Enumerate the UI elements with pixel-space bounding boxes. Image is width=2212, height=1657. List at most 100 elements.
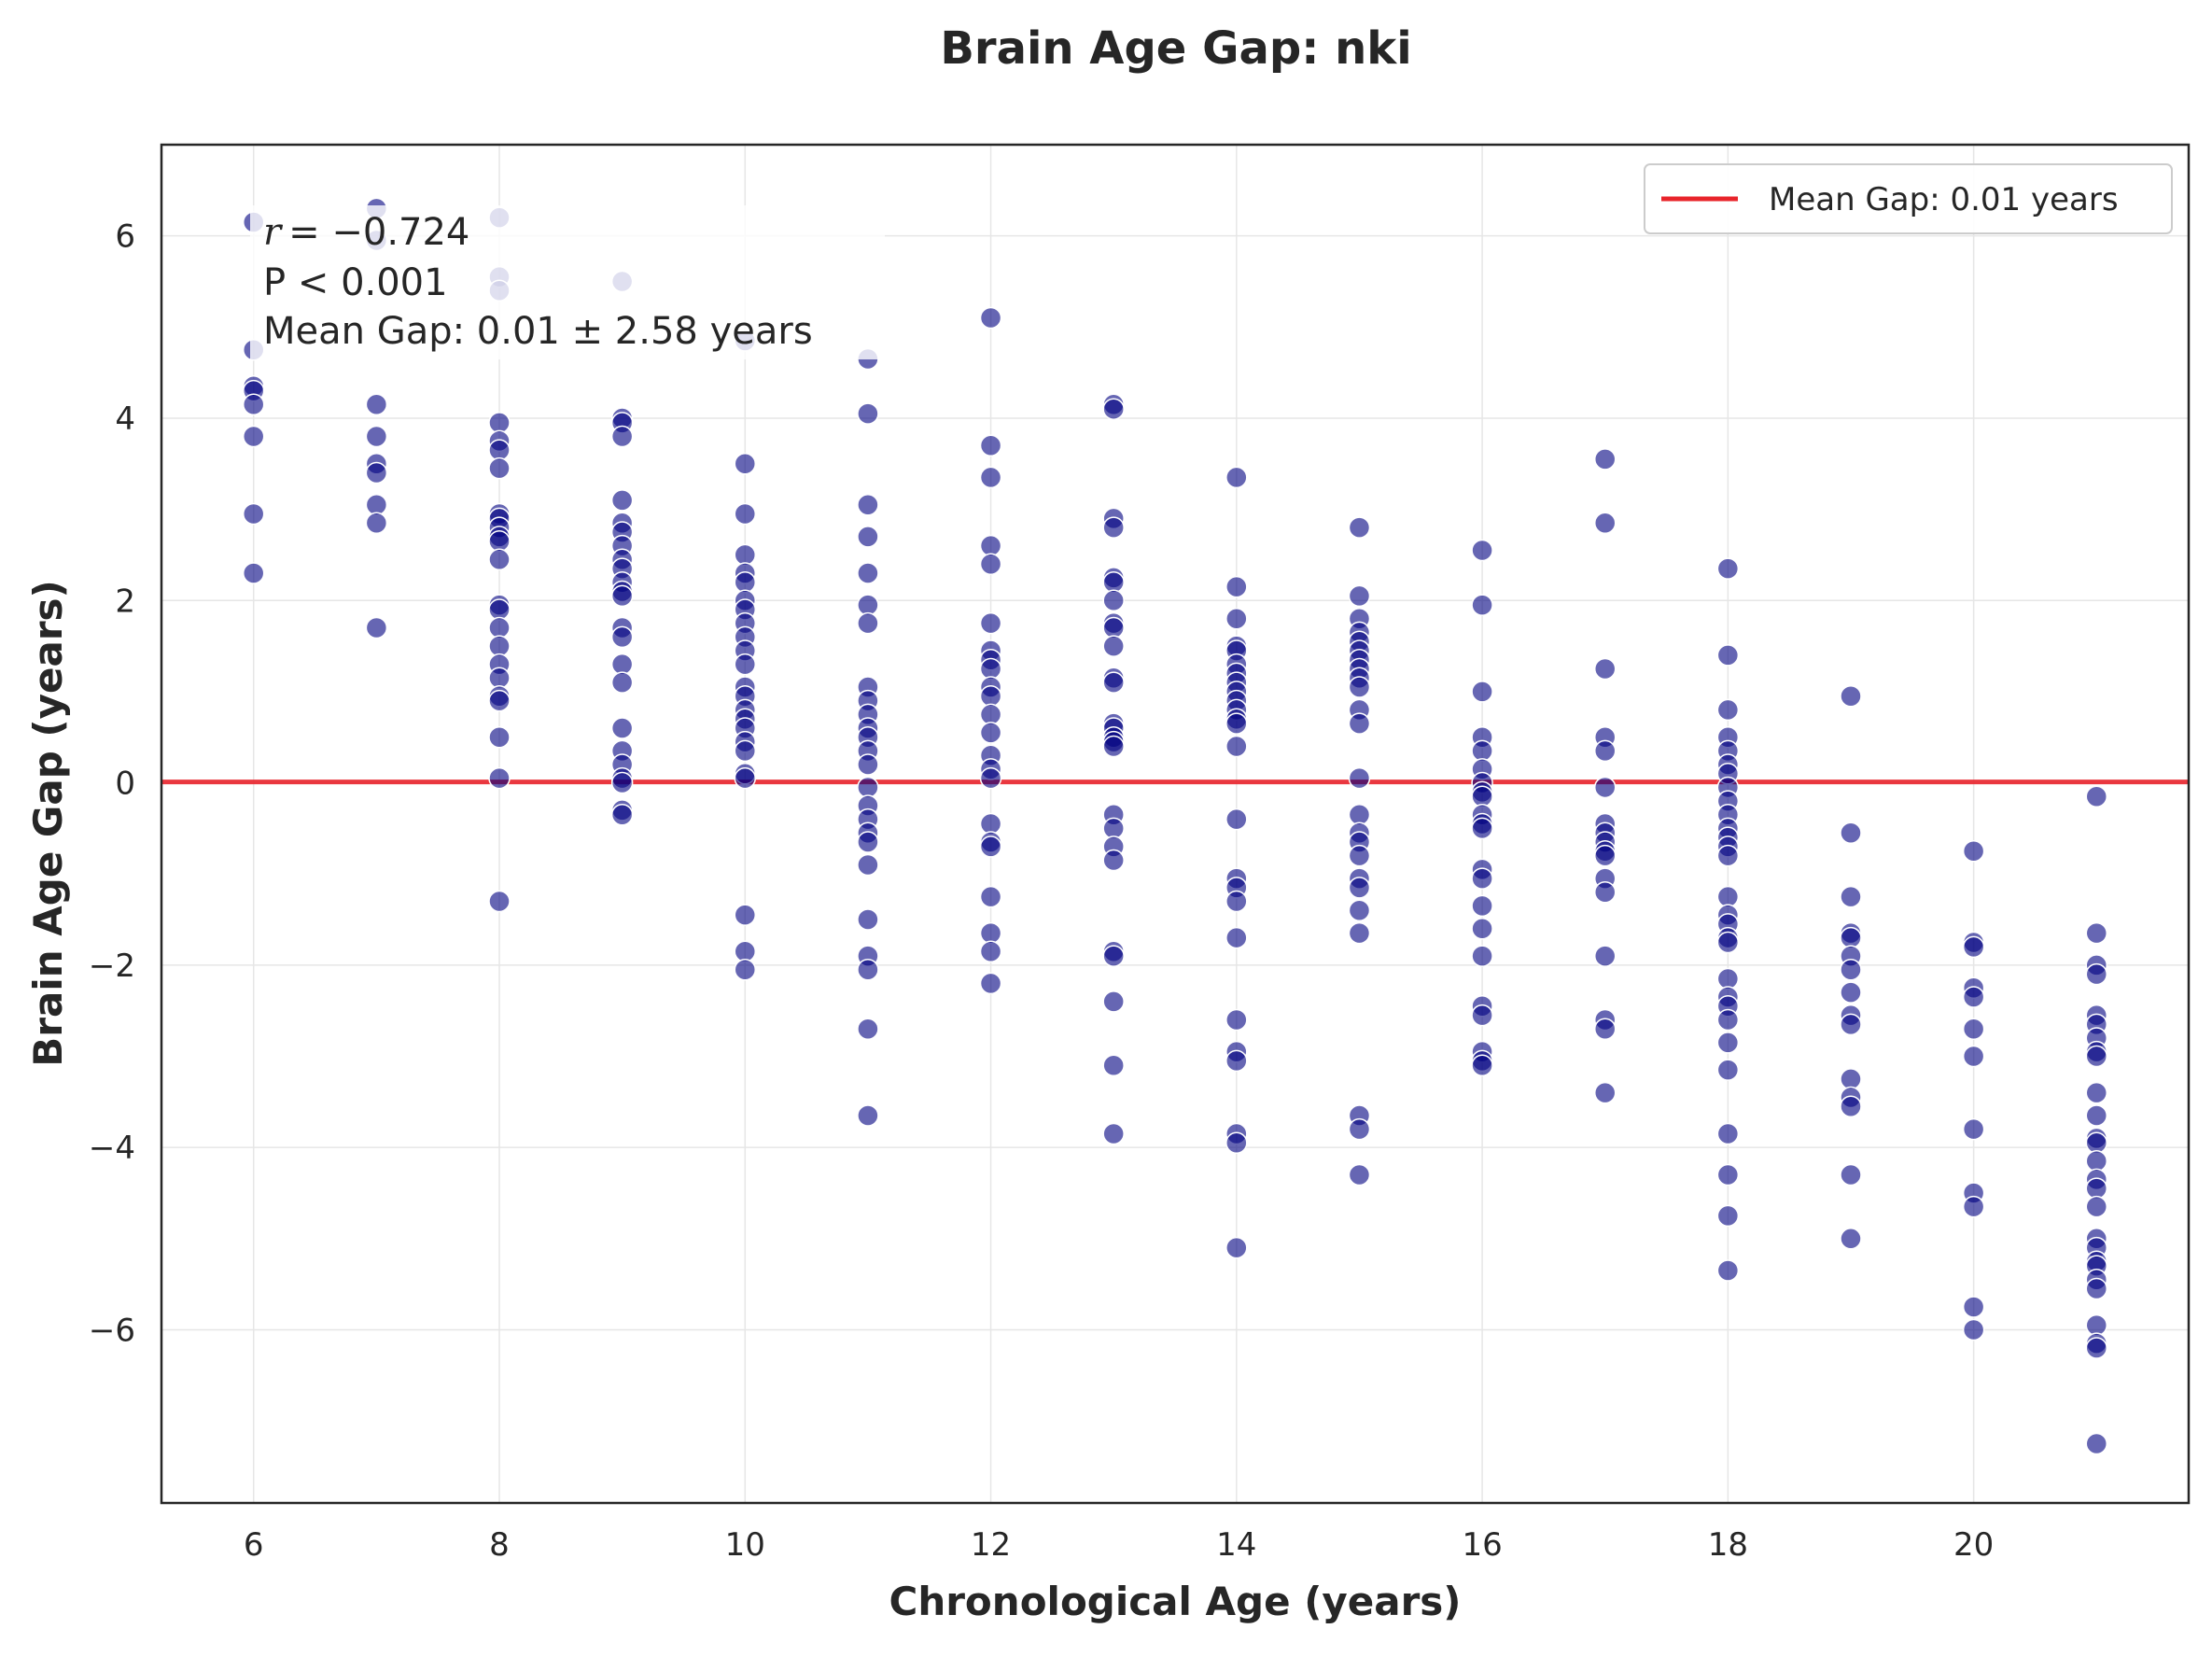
- data-points: [242, 197, 2108, 1455]
- data-point: [2085, 1045, 2108, 1068]
- data-point: [365, 493, 388, 516]
- data-point: [979, 836, 1002, 858]
- x-axis-label: Chronological Age (years): [889, 1579, 1462, 1624]
- data-point: [1102, 945, 1125, 967]
- data-point: [734, 766, 757, 790]
- data-point: [1471, 1054, 1493, 1077]
- stats-annotation-box: [250, 205, 885, 359]
- x-tick-label: 12: [971, 1526, 1011, 1564]
- data-point: [1840, 1013, 1862, 1036]
- data-point: [1593, 1018, 1617, 1040]
- y-tick-label: 0: [115, 765, 135, 803]
- x-tick-label: 16: [1462, 1526, 1502, 1564]
- data-point: [488, 598, 511, 621]
- data-point: [242, 502, 265, 526]
- data-point: [1102, 735, 1125, 758]
- data-point: [1225, 1236, 1248, 1259]
- data-point: [857, 611, 879, 635]
- y-axis-label: Brain Age Gap (years): [25, 580, 71, 1066]
- data-point: [242, 393, 265, 416]
- y-tick-label: 6: [115, 218, 135, 256]
- data-point: [857, 562, 879, 584]
- data-point: [979, 766, 1002, 790]
- r-value: = −0.724: [288, 211, 469, 254]
- x-axis-ticks: 6 8 10 12 14 16 18 20: [244, 1526, 1994, 1564]
- data-point: [857, 402, 879, 425]
- data-point: [1716, 1163, 1740, 1187]
- data-point: [1840, 821, 1862, 845]
- data-point: [857, 776, 879, 799]
- data-point: [1102, 1054, 1125, 1077]
- data-point: [1225, 890, 1248, 913]
- data-point: [1716, 557, 1740, 580]
- r-symbol: r: [263, 211, 284, 254]
- data-point: [734, 940, 757, 962]
- data-point: [2085, 1104, 2108, 1127]
- data-point: [857, 1018, 879, 1040]
- data-point: [1471, 918, 1493, 940]
- data-point: [734, 653, 757, 676]
- data-point: [857, 958, 879, 981]
- data-point: [1348, 584, 1371, 608]
- data-point: [1716, 644, 1740, 667]
- data-point: [1348, 844, 1371, 867]
- data-point: [2085, 1195, 2108, 1218]
- data-point: [1348, 516, 1371, 539]
- data-point: [979, 703, 1002, 726]
- data-point: [1840, 1095, 1862, 1117]
- data-point: [1102, 635, 1125, 657]
- data-point: [1962, 1195, 1985, 1218]
- data-point: [734, 739, 757, 763]
- data-point: [2085, 1337, 2108, 1359]
- data-point: [1102, 990, 1125, 1013]
- legend-box: [1644, 163, 2173, 234]
- y-tick-label: −6: [89, 1312, 135, 1349]
- y-tick-label: −2: [89, 948, 135, 985]
- data-point: [979, 611, 1002, 635]
- data-point: [979, 534, 1002, 557]
- data-point: [365, 512, 388, 535]
- data-point: [1840, 1163, 1862, 1187]
- data-point: [1348, 803, 1371, 826]
- data-point: [1348, 712, 1371, 735]
- data-point: [1102, 589, 1125, 612]
- x-tick-label: 20: [1953, 1526, 1994, 1564]
- data-point: [242, 562, 265, 584]
- data-point: [857, 1104, 879, 1127]
- data-point: [857, 908, 879, 931]
- data-point: [1593, 448, 1617, 470]
- data-point: [734, 570, 757, 594]
- data-point: [1471, 681, 1493, 703]
- data-point: [1471, 817, 1493, 840]
- data-point: [1962, 1318, 1985, 1341]
- data-point: [2085, 1432, 2108, 1455]
- data-point: [979, 722, 1002, 744]
- y-tick-label: −4: [89, 1130, 135, 1167]
- data-point: [1348, 1117, 1371, 1141]
- p-value-text: P < 0.001: [263, 261, 448, 304]
- stats-annotation: r = −0.724 P < 0.001 Mean Gap: 0.01 ± 2.5…: [250, 205, 885, 359]
- data-point: [365, 425, 388, 448]
- data-point: [242, 425, 265, 448]
- data-point: [979, 657, 1002, 681]
- data-point: [1840, 926, 1862, 949]
- data-point: [1840, 981, 1862, 1004]
- data-point: [1716, 1122, 1740, 1145]
- data-point: [1716, 931, 1740, 954]
- data-point: [1962, 1018, 1985, 1040]
- data-point: [1716, 885, 1740, 908]
- data-point: [1593, 945, 1617, 967]
- data-point: [488, 439, 511, 461]
- data-point: [1471, 785, 1493, 807]
- data-point: [1348, 676, 1371, 698]
- data-point: [979, 812, 1002, 836]
- data-point: [1962, 935, 1985, 959]
- data-point: [2085, 785, 2108, 807]
- data-point: [1716, 1008, 1740, 1032]
- data-point: [1102, 398, 1125, 420]
- data-point: [488, 616, 511, 639]
- data-point: [610, 653, 634, 676]
- y-tick-label: 2: [115, 583, 135, 620]
- data-point: [365, 616, 388, 639]
